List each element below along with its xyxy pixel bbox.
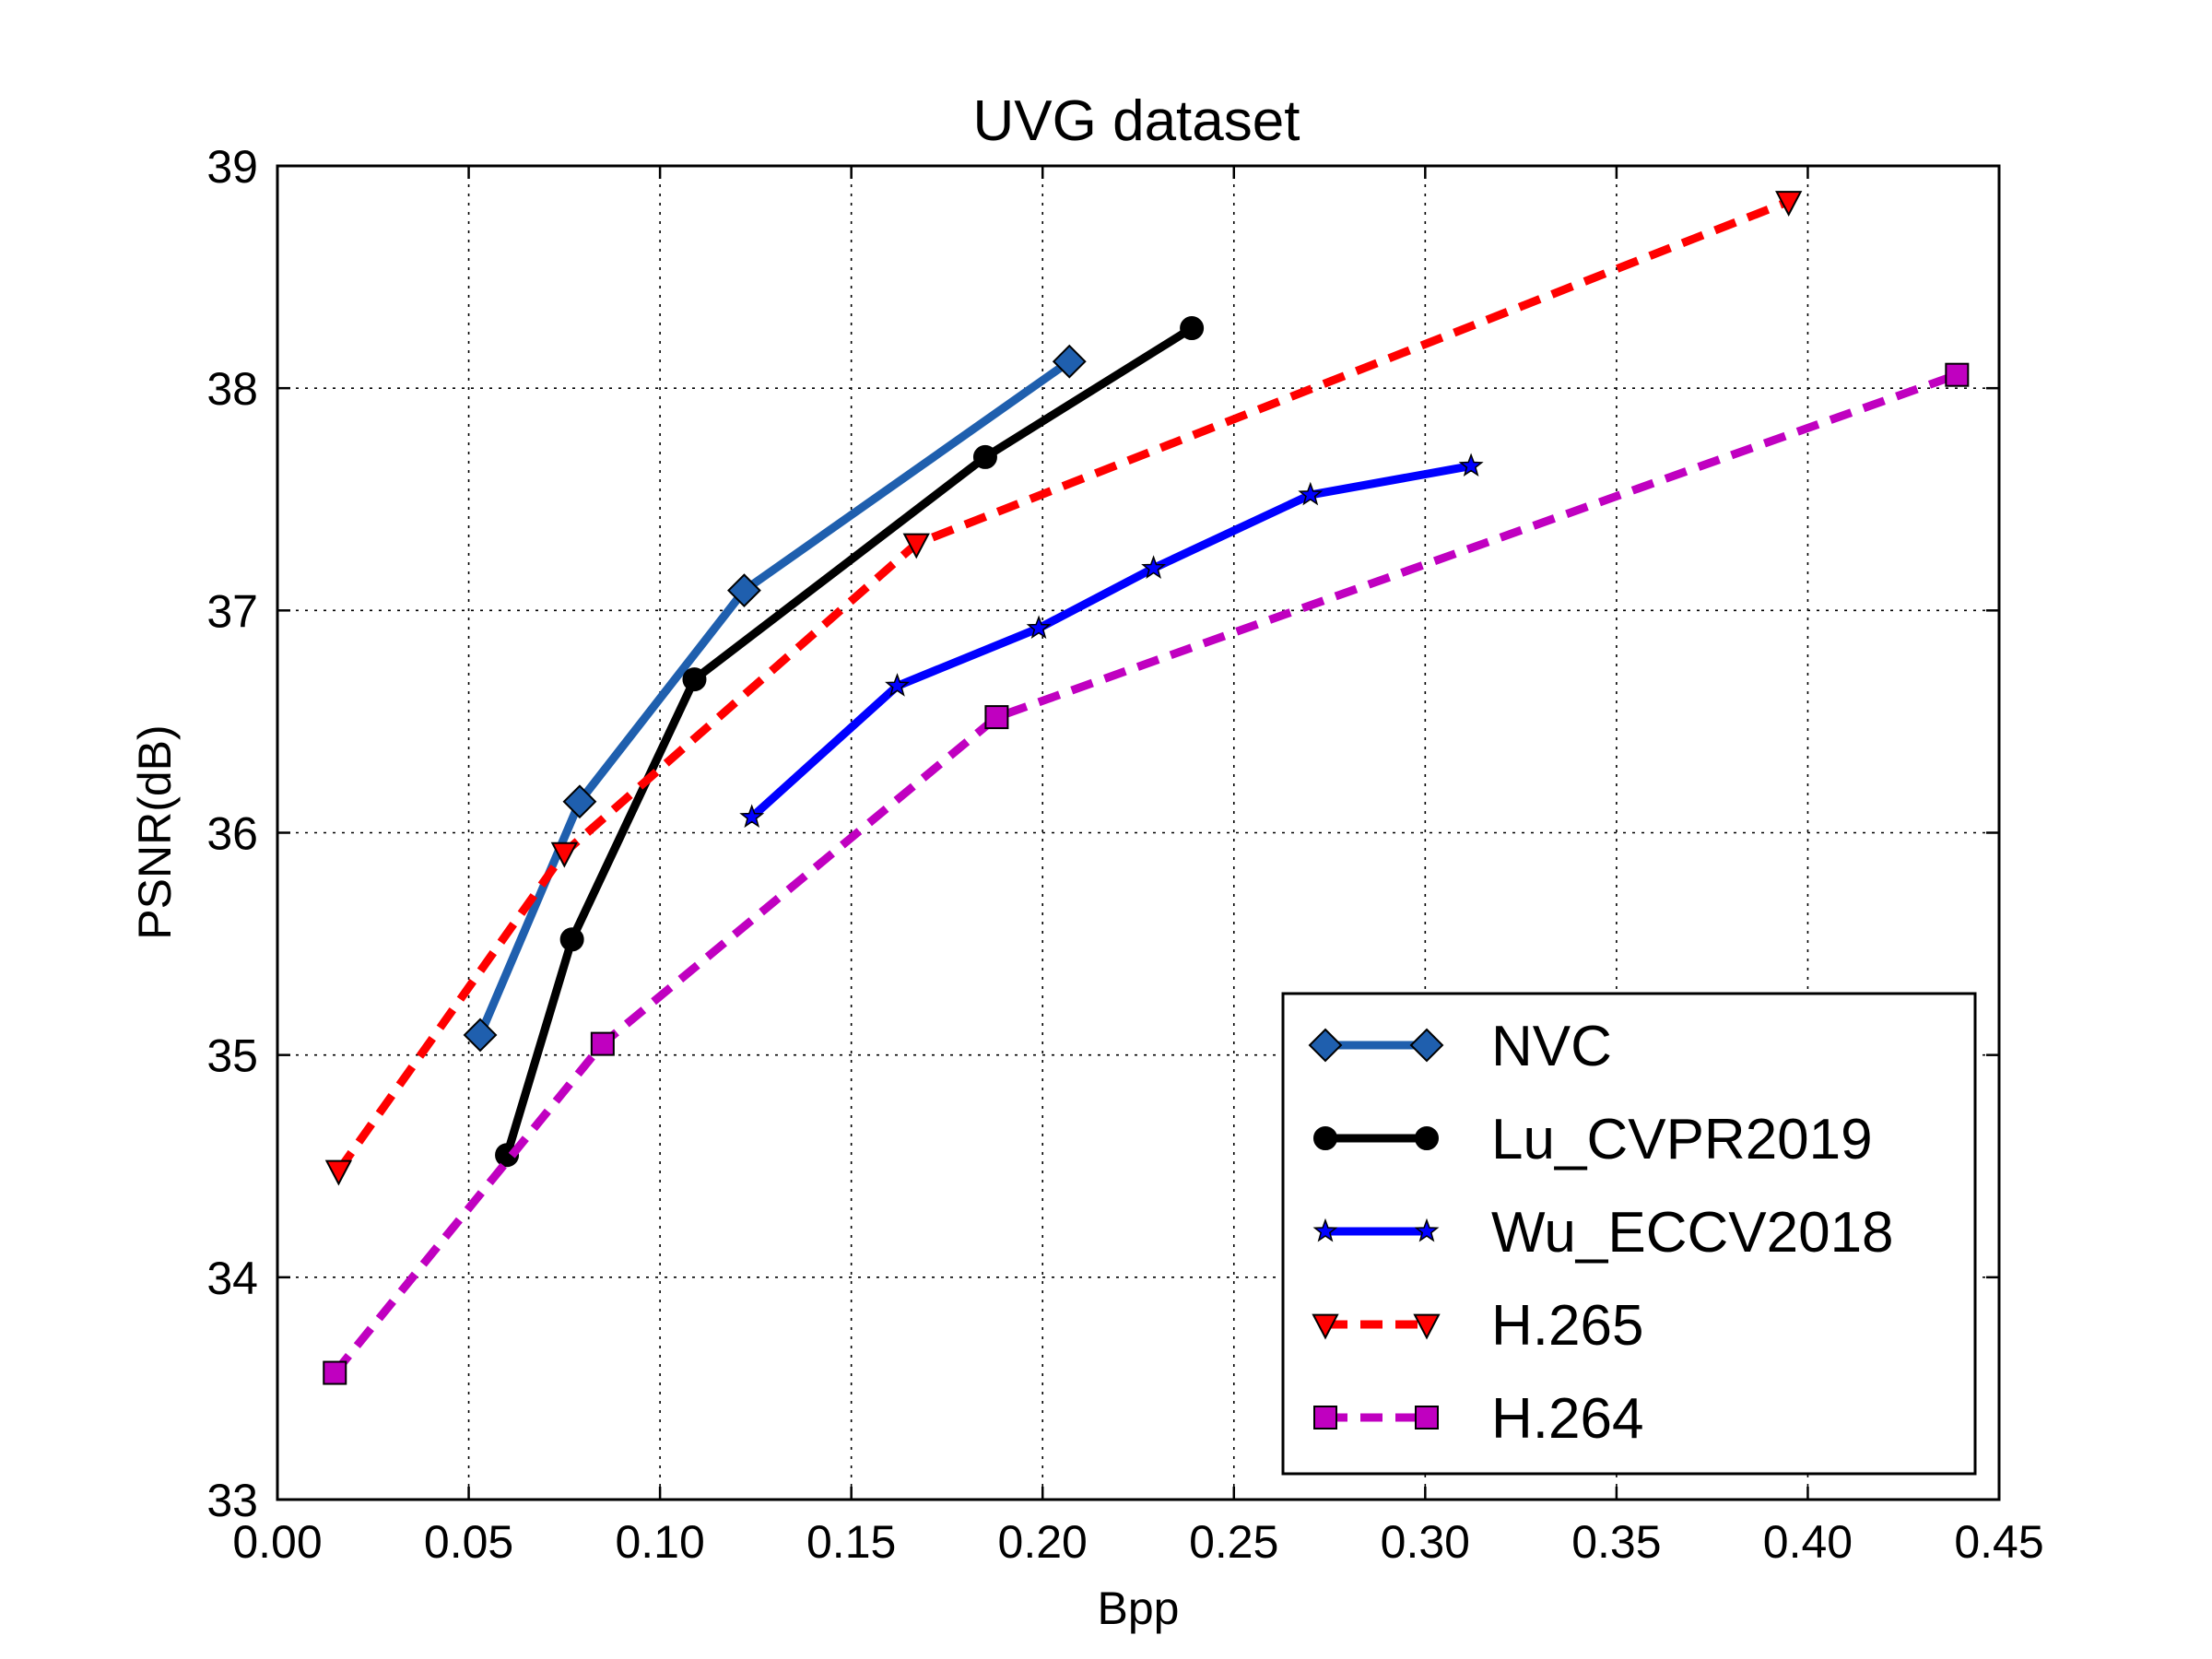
legend-entry: Wu_ECCV2018 bbox=[1312, 1201, 1894, 1265]
y-tick-label: 33 bbox=[206, 1475, 258, 1526]
data-point bbox=[984, 705, 1009, 730]
series-line bbox=[476, 358, 1072, 1037]
series-nvc bbox=[463, 344, 1087, 1053]
x-tick-label: 0.10 bbox=[615, 1516, 704, 1568]
legend-marker bbox=[1409, 1028, 1444, 1063]
legend-label: H.264 bbox=[1491, 1387, 1643, 1451]
legend-label: Lu_CVPR2019 bbox=[1491, 1108, 1873, 1171]
series-line bbox=[331, 371, 1959, 1376]
x-tick-label: 0.20 bbox=[998, 1516, 1088, 1568]
y-axis-label: PSNR(dB) bbox=[129, 724, 181, 939]
series-wu-eccv2018 bbox=[739, 453, 1484, 829]
y-tick-label: 35 bbox=[206, 1030, 258, 1082]
x-axis-label: Bpp bbox=[1098, 1583, 1180, 1634]
x-tick-label: 0.40 bbox=[1763, 1516, 1853, 1568]
data-point bbox=[1026, 615, 1052, 640]
series-h-265 bbox=[324, 191, 1803, 1186]
legend-marker bbox=[1313, 1406, 1337, 1430]
y-tick-label: 36 bbox=[206, 808, 258, 860]
data-point bbox=[1775, 191, 1803, 218]
grid bbox=[277, 166, 1999, 1500]
legend: NVC Lu_CVPR2019 Wu_ECCV2018 H.265 H.264 bbox=[1281, 992, 1977, 1476]
x-tick-label: 0.45 bbox=[1954, 1516, 2043, 1568]
x-tick-label: 0.05 bbox=[424, 1516, 513, 1568]
legend-entry: H.264 bbox=[1313, 1387, 1643, 1451]
data-point bbox=[1458, 453, 1484, 477]
data-point bbox=[885, 673, 910, 697]
series-line bbox=[502, 324, 1194, 1157]
y-tick-label: 34 bbox=[206, 1253, 258, 1304]
x-tick-label: 0.35 bbox=[1571, 1516, 1661, 1568]
series-line bbox=[748, 462, 1472, 820]
data-point bbox=[1945, 362, 1970, 387]
series-line bbox=[335, 197, 1791, 1173]
series-layer bbox=[323, 191, 1970, 1385]
data-point bbox=[559, 927, 584, 952]
data-point bbox=[1052, 344, 1087, 379]
ticks: 0.00 0.05 0.10 0.15 0.20 0.25 0.30 0.35 0.40 0.45… bbox=[206, 141, 2043, 1568]
legend-marker bbox=[1414, 1218, 1440, 1242]
chart-title: UVG dataset bbox=[973, 89, 1300, 153]
legend-marker bbox=[1415, 1126, 1439, 1150]
legend-marker bbox=[1413, 1313, 1441, 1340]
legend-marker bbox=[1415, 1406, 1439, 1430]
legend-label: NVC bbox=[1491, 1015, 1612, 1078]
legend-entry: NVC bbox=[1308, 1015, 1612, 1078]
data-point bbox=[1141, 555, 1167, 579]
legend-marker bbox=[1308, 1028, 1343, 1063]
data-point bbox=[590, 1031, 615, 1056]
legend-marker bbox=[1312, 1313, 1339, 1340]
legend-label: Wu_ECCV2018 bbox=[1491, 1201, 1894, 1265]
legend-entry: Lu_CVPR2019 bbox=[1313, 1108, 1873, 1171]
series-lu-cvpr2019 bbox=[495, 316, 1205, 1168]
data-point bbox=[1180, 316, 1205, 341]
x-tick-label: 0.30 bbox=[1381, 1516, 1470, 1568]
data-point bbox=[902, 533, 930, 559]
data-point bbox=[562, 784, 597, 819]
data-point bbox=[323, 1360, 347, 1385]
data-point bbox=[1298, 481, 1324, 506]
y-tick-label: 37 bbox=[206, 585, 258, 637]
data-point bbox=[727, 573, 761, 608]
data-point bbox=[972, 444, 997, 469]
data-point bbox=[463, 1018, 498, 1053]
series-h-264 bbox=[323, 362, 1970, 1385]
data-point bbox=[739, 804, 765, 829]
legend-marker bbox=[1313, 1126, 1337, 1150]
x-tick-label: 0.25 bbox=[1189, 1516, 1278, 1568]
y-tick-label: 39 bbox=[206, 141, 258, 193]
data-point bbox=[550, 841, 578, 868]
data-point bbox=[682, 667, 707, 692]
legend-marker bbox=[1312, 1218, 1338, 1242]
legend-label: H.265 bbox=[1491, 1294, 1643, 1358]
x-tick-label: 0.00 bbox=[232, 1516, 322, 1568]
legend-entry: H.265 bbox=[1312, 1294, 1643, 1358]
data-point bbox=[324, 1159, 353, 1186]
y-tick-label: 38 bbox=[206, 363, 258, 415]
x-tick-label: 0.15 bbox=[806, 1516, 896, 1568]
